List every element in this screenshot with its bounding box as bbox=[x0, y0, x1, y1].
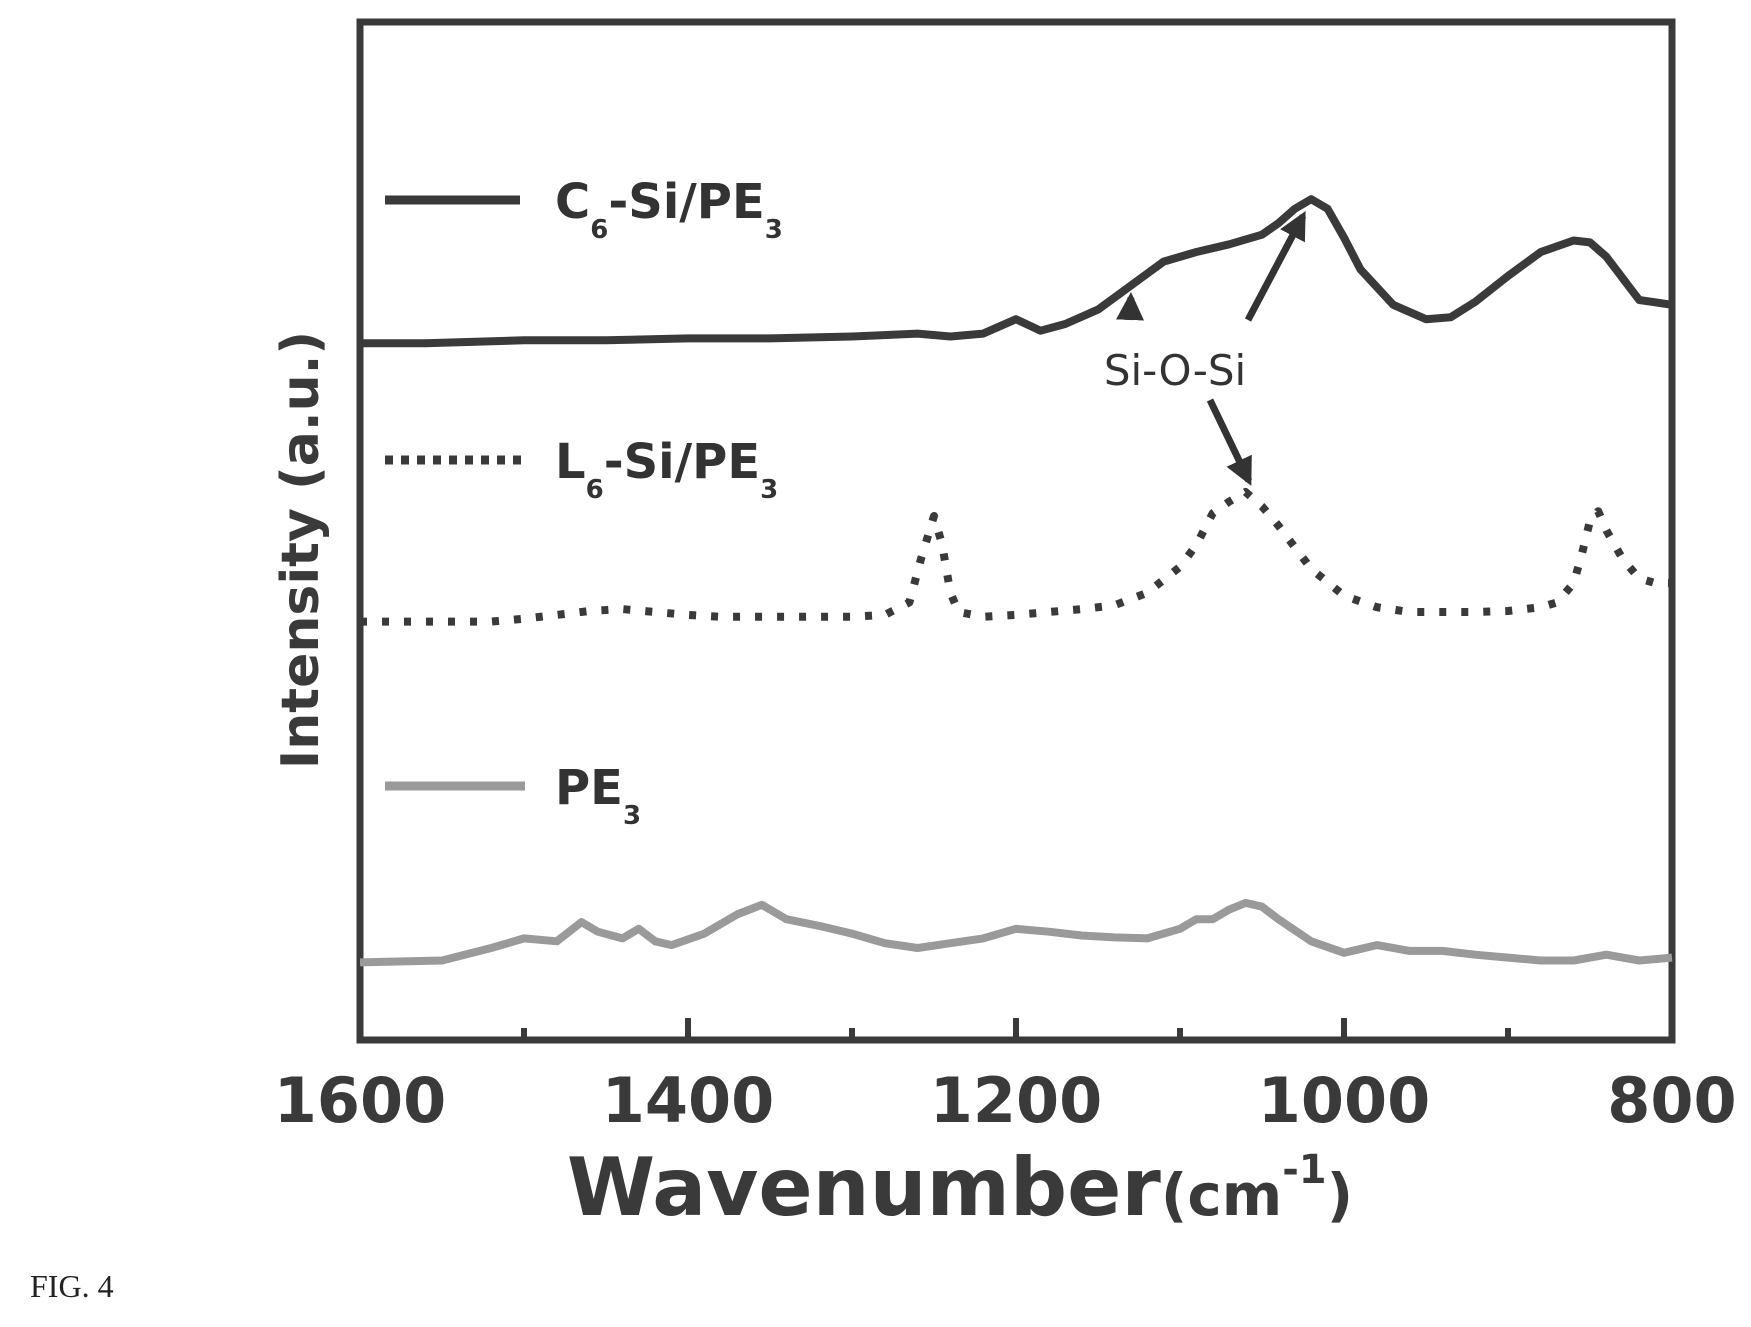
x-axis-tick-labels: 1600 1400 1200 1000 800 bbox=[274, 1064, 1737, 1137]
legend-label-pe3: PE3 bbox=[555, 760, 641, 831]
x-axis-title-unit: (cm bbox=[1161, 1161, 1282, 1229]
y-axis-title: Intensity (a.u.) bbox=[271, 331, 331, 769]
x-axis-title-exp: -1 bbox=[1282, 1147, 1326, 1193]
annotation-arrows bbox=[1116, 211, 1307, 486]
x-axis-title: Wavenumber(cm-1) bbox=[567, 1141, 1353, 1234]
series-c6-si-pe3 bbox=[360, 195, 1673, 348]
x-tick-label: 800 bbox=[1607, 1064, 1736, 1137]
legend-label-l6: L6-Si/PE3 bbox=[555, 434, 778, 505]
series-pe3 bbox=[359, 898, 1673, 967]
x-tick-label: 1000 bbox=[1258, 1064, 1431, 1137]
x-axis-title-main: Wavenumber bbox=[567, 1141, 1162, 1234]
x-tick-label: 1400 bbox=[602, 1064, 775, 1137]
annotation-si-o-si: Si-O-Si bbox=[1104, 346, 1246, 395]
legend-label-c6: C6-Si/PE3 bbox=[555, 174, 783, 245]
annotation-arrow bbox=[1206, 398, 1253, 486]
x-tick-label: 1200 bbox=[930, 1064, 1103, 1137]
legend: C6-Si/PE3 L6-Si/PE3 PE3 bbox=[385, 174, 783, 831]
x-axis-title-close: ) bbox=[1327, 1161, 1354, 1229]
series-layer bbox=[359, 195, 1673, 967]
x-axis-ticks bbox=[521, 1018, 1511, 1040]
x-tick-label: 1600 bbox=[274, 1064, 447, 1137]
annotation-arrow bbox=[1116, 292, 1144, 321]
figure-caption: FIG. 4 bbox=[30, 1268, 114, 1304]
series-l6-si-pe3 bbox=[360, 488, 1672, 626]
annotation-arrow bbox=[1244, 211, 1307, 322]
